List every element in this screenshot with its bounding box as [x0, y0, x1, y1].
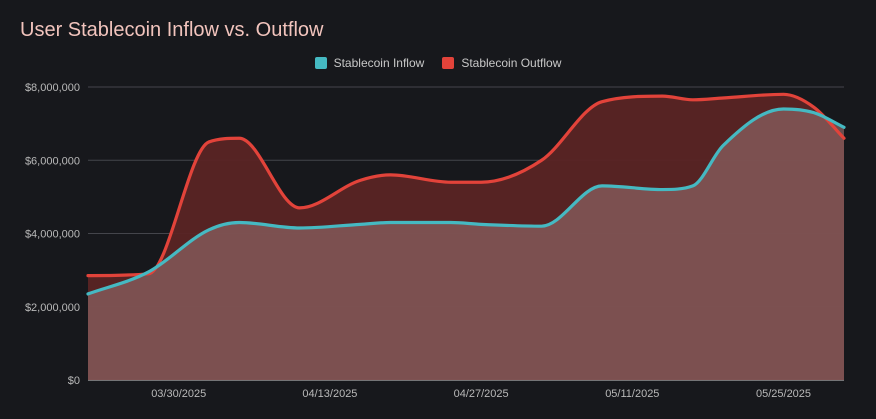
- data-point-outflow[interactable]: [811, 104, 817, 110]
- data-point-outflow[interactable]: [539, 157, 545, 163]
- data-point-outflow[interactable]: [660, 93, 666, 99]
- data-point-inflow[interactable]: [387, 220, 393, 226]
- data-point-inflow[interactable]: [357, 221, 363, 227]
- y-tick-label: $6,000,000: [25, 155, 80, 167]
- series-line-inflow[interactable]: [86, 107, 846, 296]
- data-point-inflow[interactable]: [236, 220, 242, 226]
- data-point-inflow[interactable]: [448, 220, 454, 226]
- data-point-inflow[interactable]: [720, 143, 726, 149]
- legend-item-outflow[interactable]: Stablecoin Outflow: [442, 56, 561, 70]
- legend-swatch-outflow: [442, 57, 455, 69]
- data-point-outflow[interactable]: [448, 179, 454, 185]
- data-point-inflow[interactable]: [660, 187, 666, 193]
- data-point-inflow[interactable]: [690, 183, 696, 189]
- data-point-outflow[interactable]: [236, 135, 242, 141]
- data-point-inflow[interactable]: [599, 183, 605, 189]
- chart-legend: Stablecoin Inflow Stablecoin Outflow: [0, 56, 876, 70]
- legend-swatch-inflow: [314, 57, 327, 69]
- x-tick-label: 05/25/2025: [756, 388, 811, 400]
- x-tick-label: 03/30/2025: [151, 388, 206, 400]
- x-tick-label: 05/11/2025: [605, 388, 659, 400]
- y-tick-label: $8,000,000: [25, 82, 80, 94]
- data-point-outflow[interactable]: [690, 97, 696, 103]
- x-tick-label: 04/13/2025: [302, 388, 357, 400]
- chart-title: User Stablecoin Inflow vs. Outflow: [20, 19, 324, 41]
- data-point-outflow[interactable]: [720, 95, 726, 101]
- data-point-inflow[interactable]: [781, 106, 787, 112]
- x-tick-label: 04/27/2025: [454, 388, 509, 400]
- data-point-inflow[interactable]: [841, 124, 847, 130]
- legend-label-outflow: Stablecoin Outflow: [461, 56, 562, 70]
- data-point-inflow[interactable]: [811, 110, 817, 116]
- data-point-outflow[interactable]: [599, 99, 605, 105]
- data-point-outflow[interactable]: [841, 135, 847, 141]
- data-point-inflow[interactable]: [206, 227, 212, 233]
- data-point-inflow[interactable]: [539, 223, 545, 229]
- data-point-outflow[interactable]: [297, 205, 303, 211]
- data-point-outflow[interactable]: [781, 91, 787, 97]
- data-point-outflow[interactable]: [478, 179, 484, 185]
- data-point-inflow[interactable]: [85, 291, 91, 297]
- area-inflow: [88, 108, 844, 380]
- y-tick-label: $2,000,000: [25, 302, 80, 314]
- y-tick-label: $4,000,000: [25, 229, 80, 241]
- series-line-outflow[interactable]: [86, 92, 846, 278]
- data-point-outflow[interactable]: [206, 139, 212, 145]
- legend-label-inflow: Stablecoin Inflow: [333, 56, 425, 70]
- data-point-outflow[interactable]: [145, 271, 151, 277]
- data-point-outflow[interactable]: [85, 273, 91, 279]
- data-point-outflow[interactable]: [387, 172, 393, 178]
- y-tick-label: $0: [68, 375, 80, 387]
- data-point-inflow[interactable]: [297, 225, 303, 231]
- data-point-inflow[interactable]: [478, 221, 484, 227]
- legend-item-inflow[interactable]: Stablecoin Inflow: [314, 56, 425, 70]
- data-point-outflow[interactable]: [357, 177, 363, 183]
